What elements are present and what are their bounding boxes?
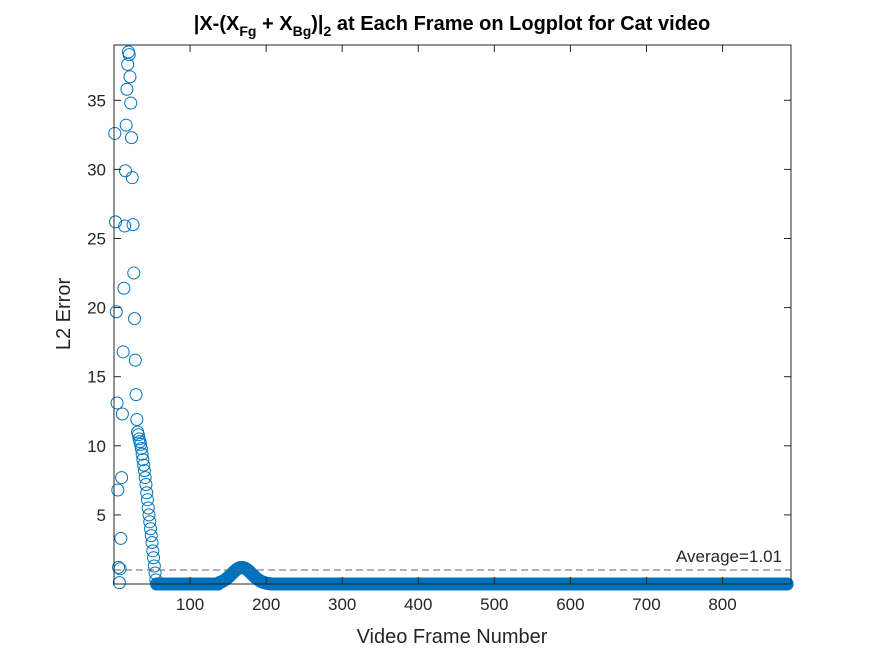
title-subscript-fg: Fg bbox=[239, 23, 256, 39]
data-point bbox=[143, 515, 157, 529]
data-point bbox=[110, 396, 124, 410]
title-subscript-bg: Bg bbox=[293, 23, 312, 39]
data-point bbox=[118, 164, 132, 178]
x-tick-label: 100 bbox=[176, 595, 204, 614]
chart-title: |X-(XFg + XBg)|2 at Each Frame on Logplo… bbox=[194, 13, 711, 39]
data-point bbox=[125, 131, 138, 145]
data-point bbox=[134, 442, 148, 456]
title-middle: + X bbox=[256, 13, 293, 35]
data-point bbox=[128, 312, 142, 326]
x-tick-label: 700 bbox=[632, 595, 660, 614]
title-close: )| bbox=[311, 13, 323, 35]
data-point bbox=[109, 305, 123, 319]
data-point bbox=[135, 447, 149, 461]
plot-area bbox=[114, 45, 791, 584]
data-point bbox=[123, 70, 137, 84]
data-point bbox=[124, 96, 138, 110]
data-point bbox=[142, 508, 156, 522]
data-point bbox=[136, 453, 150, 467]
data-point bbox=[139, 477, 153, 491]
axes-box bbox=[113, 44, 792, 585]
title-prefix: |X-(X bbox=[194, 13, 240, 35]
data-point bbox=[127, 266, 141, 280]
data-point bbox=[129, 388, 143, 402]
data-point bbox=[108, 126, 122, 140]
x-tick-label: 300 bbox=[328, 595, 356, 614]
data-point bbox=[116, 345, 130, 359]
x-tick-label: 800 bbox=[708, 595, 736, 614]
y-tick-label: 10 bbox=[87, 437, 106, 456]
y-tick-label: 15 bbox=[87, 368, 106, 387]
data-point bbox=[140, 486, 154, 500]
data-point bbox=[137, 464, 151, 478]
y-tick-label: 35 bbox=[87, 91, 106, 110]
data-point bbox=[115, 471, 129, 485]
data-point bbox=[134, 437, 148, 451]
y-tick-label: 25 bbox=[87, 229, 106, 248]
data-point bbox=[126, 218, 140, 232]
data-point bbox=[111, 483, 125, 497]
data-point bbox=[146, 544, 160, 558]
average-label: Average=1.01 bbox=[676, 547, 782, 566]
data-point bbox=[147, 559, 161, 573]
x-tick-label: 500 bbox=[480, 595, 508, 614]
data-point bbox=[131, 428, 145, 442]
axes-layer: 100 200 300 400 500 600 700 800 5 10 15 20 25 30 35 bbox=[87, 44, 792, 614]
data-point bbox=[112, 576, 126, 590]
data-point bbox=[117, 281, 131, 295]
y-axis-label: L2 Error bbox=[53, 278, 75, 351]
data-point bbox=[145, 536, 159, 550]
data-point bbox=[125, 171, 139, 185]
data-point bbox=[128, 353, 142, 367]
data-point bbox=[138, 471, 152, 485]
data-point bbox=[147, 551, 161, 565]
data-point bbox=[114, 531, 128, 545]
average-layer: Average=1.01 bbox=[114, 547, 791, 571]
data-point bbox=[109, 215, 123, 229]
data-point bbox=[115, 407, 129, 421]
data-point bbox=[118, 219, 132, 233]
data-point bbox=[119, 118, 133, 132]
data-point bbox=[122, 48, 136, 62]
title-suffix: at Each Frame on Logplot for Cat video bbox=[331, 13, 710, 35]
title-subscript-2: 2 bbox=[324, 23, 332, 39]
y-tick-label: 5 bbox=[97, 506, 106, 525]
data-point bbox=[137, 458, 151, 472]
data-point bbox=[141, 501, 155, 515]
data-point bbox=[120, 82, 134, 96]
data-point bbox=[144, 522, 158, 536]
x-tick-label: 200 bbox=[252, 595, 280, 614]
data-point bbox=[140, 493, 154, 507]
data-point bbox=[144, 529, 158, 543]
x-axis-label: Video Frame Number bbox=[357, 626, 548, 648]
data-point bbox=[112, 560, 126, 574]
y-tick-label: 20 bbox=[87, 299, 106, 318]
y-tick-label: 30 bbox=[87, 160, 106, 179]
x-tick-label: 600 bbox=[556, 595, 584, 614]
x-tick-label: 400 bbox=[404, 595, 432, 614]
